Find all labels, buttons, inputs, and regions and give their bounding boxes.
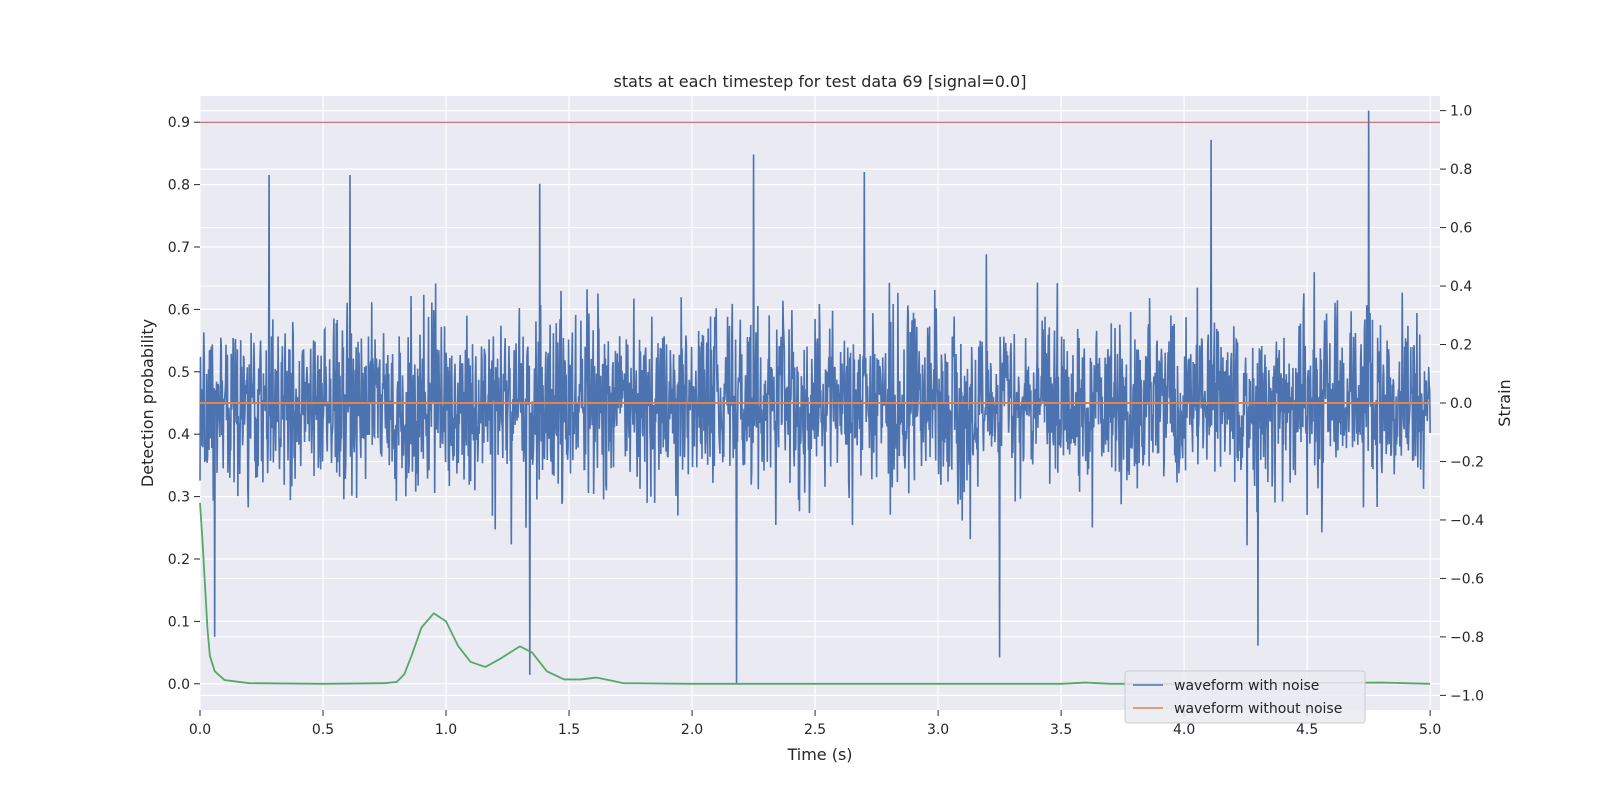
series-detection-probability — [199, 502, 1431, 685]
y-tick-label-left: 0.5 — [168, 365, 190, 381]
legend: waveform with noise waveform without noi… — [1124, 670, 1366, 724]
x-tick-label: 4.5 — [1296, 722, 1318, 738]
legend-label-noisy: waveform with noise — [1174, 678, 1319, 694]
y-tick-label-left: 0.2 — [168, 552, 190, 568]
x-axis-label: Time (s) — [786, 745, 852, 764]
y-tick-label-right: 0.2 — [1450, 338, 1472, 354]
y-tick-label-right: −1.0 — [1450, 688, 1484, 704]
y-axis-right-label: Strain — [1495, 379, 1514, 426]
y-tick-label-right: −0.6 — [1450, 571, 1484, 587]
y-tick-label-left: 0.4 — [168, 427, 190, 443]
y-tick-label-right: −0.4 — [1450, 513, 1484, 529]
y-tick-label-right: 0.0 — [1450, 396, 1472, 412]
x-tick-label: 3.5 — [1050, 722, 1072, 738]
x-tick-label: 2.0 — [681, 722, 703, 738]
x-tick-label: 1.0 — [435, 722, 457, 738]
y-tick-label-left: 0.1 — [168, 614, 190, 630]
x-tick-label: 1.5 — [558, 722, 580, 738]
y-tick-label-right: 0.4 — [1450, 279, 1472, 295]
series-waveform-with-noise — [199, 110, 1431, 684]
y-tick-label-right: −0.8 — [1450, 630, 1484, 646]
y-tick-label-left: 0.3 — [168, 490, 190, 506]
x-tick-label: 5.0 — [1419, 722, 1441, 738]
x-tick-label: 4.0 — [1173, 722, 1195, 738]
x-tick-label: 0.5 — [312, 722, 334, 738]
y-tick-label-right: 0.8 — [1450, 162, 1472, 178]
y-tick-label-left: 0.8 — [168, 178, 190, 194]
y-tick-label-left: 0.0 — [168, 677, 190, 693]
x-tick-label: 3.0 — [927, 722, 949, 738]
y-tick-label-left: 0.7 — [168, 240, 190, 256]
y-tick-label-right: −0.2 — [1450, 454, 1484, 470]
chart-title: stats at each timestep for test data 69 … — [614, 72, 1027, 91]
series-layer — [199, 110, 1440, 685]
y-tick-label-right: 1.0 — [1450, 104, 1472, 120]
legend-box — [1124, 670, 1366, 724]
y-tick-label-right: 0.6 — [1450, 221, 1472, 237]
x-tick-label: 0.0 — [189, 722, 211, 738]
x-tick-label: 2.5 — [804, 722, 826, 738]
y-tick-label-left: 0.6 — [168, 302, 190, 318]
y-axis-left-label: Detection probability — [138, 319, 157, 487]
y-tick-label-left: 0.9 — [168, 115, 190, 131]
ticks-layer: 0.0 0.5 1.0 1.5 2.0 2.5 3.0 3.5 4.0 4.5 5.0 0.0 0.1 0… — [168, 104, 1484, 738]
legend-label-clean: waveform without noise — [1174, 701, 1342, 717]
